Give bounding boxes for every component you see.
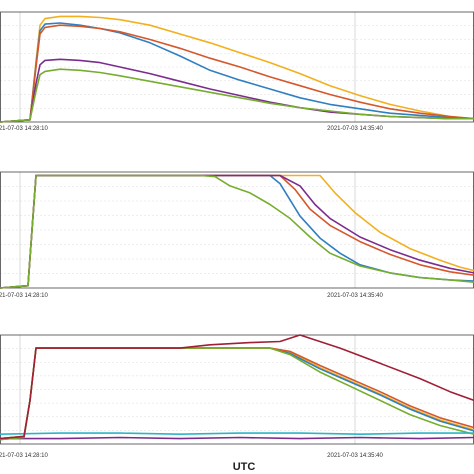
- series-line-2: [0, 347, 474, 441]
- x-tick-label: 2021-07-03 14:35:40: [327, 453, 383, 459]
- chart-panel-top: 2021-07-03 14:28:10 2021-07-03 14:35:40: [0, 11, 474, 132]
- series-line-4: [0, 174, 474, 289]
- series-line-1: [0, 347, 474, 440]
- series-line-5: [0, 68, 474, 123]
- x-tick-label: 2021-07-03 14:35:40: [327, 126, 383, 132]
- x-tick-label: 2021-07-03 14:28:10: [0, 293, 49, 299]
- x-tick-label: 2021-07-03 14:28:10: [0, 126, 49, 132]
- series-line-2: [0, 22, 474, 123]
- chart-panel-middle: 2021-07-03 14:28:10 2021-07-03 14:35:40: [0, 171, 474, 299]
- x-tick-label: 2021-07-03 14:35:40: [327, 293, 383, 299]
- series-line-4: [0, 436, 474, 440]
- series-line-6: [0, 432, 474, 436]
- series-line-5: [0, 347, 474, 441]
- series-line-5: [0, 174, 474, 289]
- series-line-4: [0, 58, 474, 123]
- series-line-3: [0, 174, 474, 289]
- series-line-1: [0, 15, 474, 123]
- series-line-2: [0, 174, 474, 289]
- series-line-1: [0, 174, 474, 289]
- series-line-3: [0, 24, 474, 123]
- series-line-3: [0, 347, 474, 440]
- chart-panel-bottom: 2021-07-03 14:28:10 2021-07-03 14:35:40: [0, 334, 474, 459]
- x-tick-label: 2021-07-03 14:28:10: [0, 453, 49, 459]
- grid-lines: [0, 335, 474, 444]
- x-axis-title: UTC: [233, 461, 256, 473]
- series-line-7: [0, 334, 474, 440]
- grid-lines: [0, 12, 474, 122]
- grid-lines: [0, 172, 474, 288]
